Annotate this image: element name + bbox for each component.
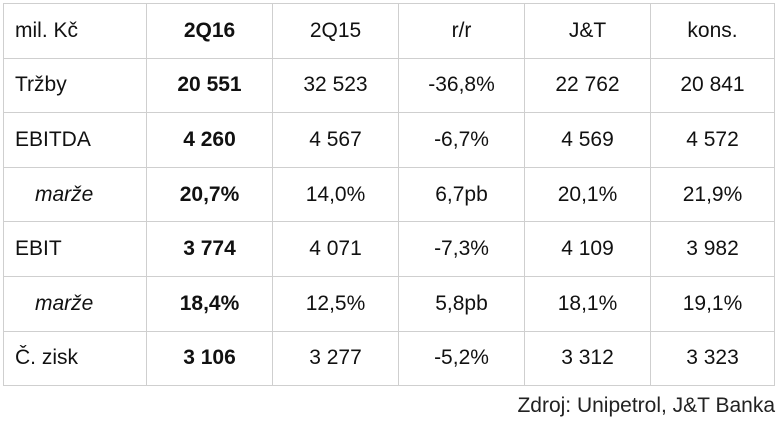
cell-2q16: 3 106	[146, 330, 273, 387]
row-label: EBIT	[3, 221, 147, 277]
row-label: Č. zisk	[3, 330, 147, 387]
row-label: marže	[3, 166, 147, 223]
cell-jt: 20,1%	[524, 166, 651, 223]
column-header-unit: mil. Kč	[3, 3, 147, 59]
cell-consensus: 19,1%	[650, 275, 775, 332]
cell-consensus: 3 982	[650, 221, 775, 277]
cell-jt: 18,1%	[524, 275, 651, 332]
cell-jt: 4 569	[524, 112, 651, 168]
cell-yoy: -6,7%	[398, 112, 525, 168]
cell-consensus: 20 841	[650, 57, 775, 114]
cell-yoy: -5,2%	[398, 330, 525, 387]
cell-yoy: -7,3%	[398, 221, 525, 277]
cell-2q16: 20,7%	[146, 166, 273, 223]
cell-consensus: 4 572	[650, 112, 775, 168]
cell-jt: 4 109	[524, 221, 651, 277]
row-label: marže	[3, 275, 147, 332]
table-row: marže 18,4% 12,5% 5,8pb 18,1% 19,1%	[3, 275, 775, 332]
cell-2q16: 18,4%	[146, 275, 273, 332]
table-body: Tržby 20 551 32 523 -36,8% 22 762 20 841 EBITD…	[3, 57, 775, 387]
column-header-yoy: r/r	[398, 3, 525, 59]
cell-yoy: 5,8pb	[398, 275, 525, 332]
column-header-jt: J&T	[524, 3, 651, 59]
cell-yoy: -36,8%	[398, 57, 525, 114]
cell-2q15: 12,5%	[272, 275, 399, 332]
cell-2q15: 32 523	[272, 57, 399, 114]
table-header-row: mil. Kč 2Q16 2Q15 r/r J&T kons.	[3, 3, 775, 59]
cell-2q15: 14,0%	[272, 166, 399, 223]
source-note: Zdroj: Unipetrol, J&T Banka	[517, 394, 775, 417]
table-row: EBIT 3 774 4 071 -7,3% 4 109 3 982	[3, 221, 775, 277]
cell-2q15: 3 277	[272, 330, 399, 387]
table-row: EBITDA 4 260 4 567 -6,7% 4 569 4 572	[3, 112, 775, 168]
cell-consensus: 3 323	[650, 330, 775, 387]
cell-2q16: 3 774	[146, 221, 273, 277]
row-label: EBITDA	[3, 112, 147, 168]
column-header-2q16: 2Q16	[146, 3, 273, 59]
table-row: Č. zisk 3 106 3 277 -5,2% 3 312 3 323	[3, 330, 775, 387]
financial-results-table: mil. Kč 2Q16 2Q15 r/r J&T kons. Tržby 20 …	[3, 3, 775, 387]
column-header-consensus: kons.	[650, 3, 775, 59]
cell-2q15: 4 071	[272, 221, 399, 277]
cell-2q16: 4 260	[146, 112, 273, 168]
cell-jt: 22 762	[524, 57, 651, 114]
table-row: marže 20,7% 14,0% 6,7pb 20,1% 21,9%	[3, 166, 775, 223]
column-header-2q15: 2Q15	[272, 3, 399, 59]
cell-consensus: 21,9%	[650, 166, 775, 223]
cell-2q16: 20 551	[146, 57, 273, 114]
cell-yoy: 6,7pb	[398, 166, 525, 223]
table-row: Tržby 20 551 32 523 -36,8% 22 762 20 841	[3, 57, 775, 114]
cell-jt: 3 312	[524, 330, 651, 387]
row-label: Tržby	[3, 57, 147, 114]
cell-2q15: 4 567	[272, 112, 399, 168]
